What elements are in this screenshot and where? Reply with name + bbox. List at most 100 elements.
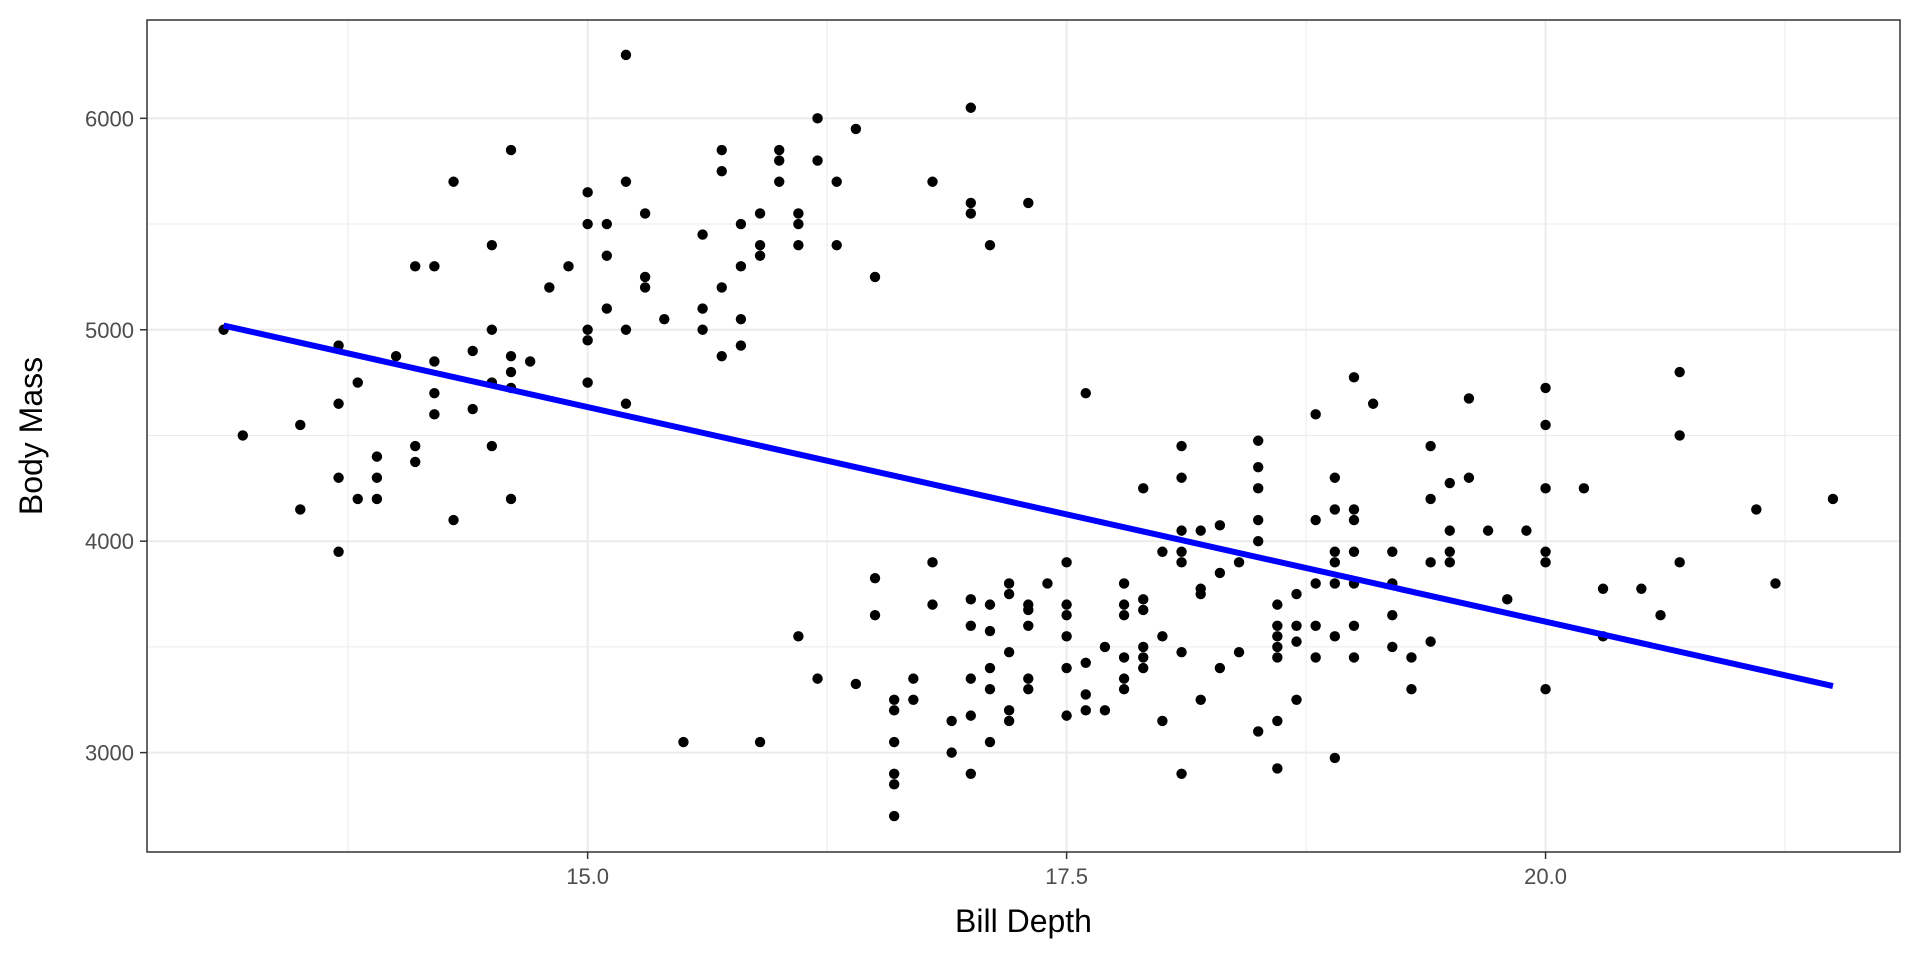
data-point <box>352 377 363 388</box>
data-point <box>505 144 517 156</box>
data-point <box>486 324 498 335</box>
data-point <box>1272 631 1283 642</box>
data-point <box>1272 599 1283 610</box>
data-point <box>1329 631 1341 642</box>
panel-border <box>146 19 1901 853</box>
data-point <box>1176 525 1187 536</box>
regression-line <box>222 322 1834 689</box>
data-point <box>1578 483 1590 494</box>
data-point <box>639 271 651 283</box>
data-point <box>505 350 517 362</box>
data-point <box>1272 620 1283 631</box>
data-point <box>524 356 536 367</box>
data-point <box>869 271 881 283</box>
data-point <box>1176 557 1187 568</box>
data-point <box>1674 430 1685 441</box>
data-point <box>1425 440 1436 452</box>
data-point <box>697 303 708 314</box>
data-point <box>1003 705 1015 716</box>
data-point <box>582 187 593 198</box>
data-point <box>850 123 862 135</box>
x-axis-title: Bill Depth <box>955 903 1092 939</box>
data-point <box>984 736 996 748</box>
data-point <box>582 218 593 230</box>
data-point <box>1425 557 1436 568</box>
data-point <box>1348 652 1360 663</box>
data-point <box>601 303 613 314</box>
data-point <box>1540 546 1551 557</box>
data-point <box>1387 641 1398 653</box>
data-point <box>505 493 517 505</box>
data-point <box>888 779 900 790</box>
y-tick-label: 4000 <box>85 529 134 554</box>
data-point <box>965 102 977 113</box>
data-point <box>927 599 938 610</box>
data-point <box>984 625 996 637</box>
data-point <box>678 736 689 748</box>
data-point <box>429 261 440 272</box>
data-point <box>333 546 344 557</box>
data-point <box>1310 514 1321 526</box>
data-point <box>1540 557 1551 568</box>
data-point <box>965 197 977 209</box>
data-point <box>1099 705 1111 716</box>
data-point <box>1176 472 1187 483</box>
data-point <box>1023 604 1034 616</box>
data-point <box>888 694 900 705</box>
data-point <box>1138 662 1149 674</box>
data-point <box>1176 646 1187 658</box>
data-point <box>1023 683 1034 695</box>
data-point <box>1329 546 1341 557</box>
data-point <box>754 239 766 251</box>
data-point <box>582 335 593 346</box>
data-point <box>505 366 517 378</box>
data-point <box>1655 609 1666 621</box>
data-point <box>1080 657 1091 668</box>
data-point <box>965 594 977 605</box>
data-point <box>1387 609 1398 621</box>
data-point <box>410 261 421 272</box>
data-point <box>812 155 823 166</box>
data-point <box>1348 546 1360 557</box>
data-point <box>1157 631 1168 642</box>
data-point <box>1597 583 1609 594</box>
minor-gridlines <box>147 20 1900 852</box>
data-point <box>429 409 440 420</box>
data-point <box>754 250 766 261</box>
data-point <box>1061 557 1072 568</box>
data-point <box>946 747 957 758</box>
data-point <box>639 208 651 219</box>
data-point <box>1291 588 1302 600</box>
data-point <box>716 144 727 156</box>
data-point <box>1138 604 1149 616</box>
data-point <box>716 165 727 177</box>
data-point <box>1367 398 1379 409</box>
data-point <box>1329 578 1341 589</box>
data-point <box>774 144 785 156</box>
data-point <box>1176 768 1187 779</box>
data-point <box>486 440 498 452</box>
data-point <box>544 282 555 293</box>
data-point <box>1482 525 1494 536</box>
data-point <box>1406 683 1417 695</box>
data-point <box>1444 546 1455 557</box>
x-tick-label: 15.0 <box>566 864 609 889</box>
plot-panel <box>147 20 1900 852</box>
data-point <box>1291 636 1302 647</box>
data-point <box>1138 641 1149 653</box>
data-point <box>1310 652 1321 663</box>
data-point <box>1521 525 1532 536</box>
data-point <box>735 340 747 351</box>
data-point <box>601 218 613 230</box>
data-point <box>1348 514 1360 526</box>
data-point <box>735 261 747 272</box>
data-point <box>582 377 593 388</box>
data-point <box>1003 588 1015 600</box>
data-point <box>1099 641 1111 653</box>
data-point <box>1195 588 1206 600</box>
data-point <box>1118 578 1130 589</box>
data-point <box>1003 715 1015 727</box>
data-point <box>793 631 804 642</box>
data-point <box>1118 683 1130 695</box>
